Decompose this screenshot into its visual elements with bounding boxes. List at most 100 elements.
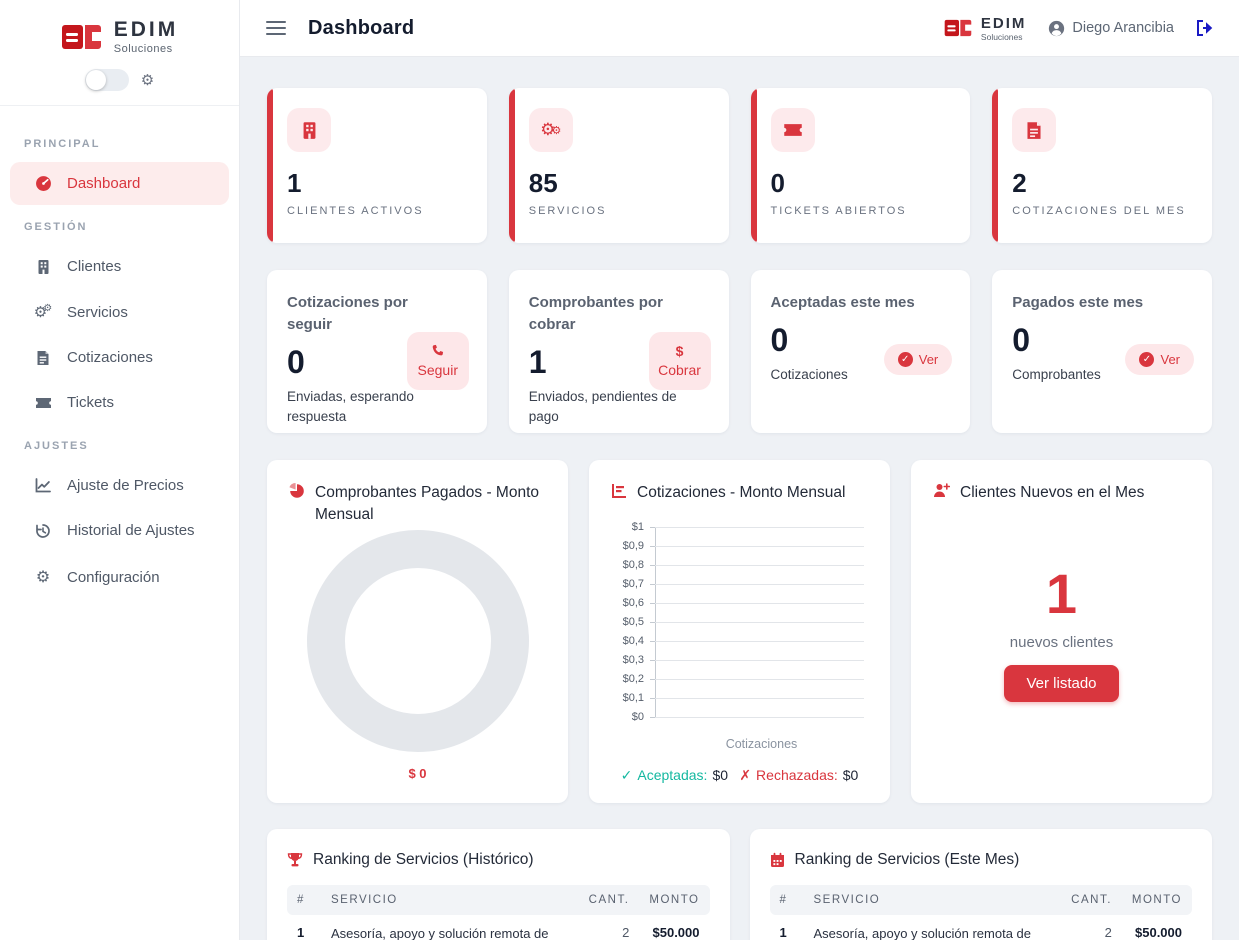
nav-section-principal: PRINCIPAL xyxy=(24,138,101,150)
chart-title: Clientes Nuevos en el Mes xyxy=(960,484,1145,501)
new-clients-value: 1 xyxy=(1045,562,1078,626)
ytick: $0,3 xyxy=(622,654,644,667)
cell-service: Asesoría, apoyo y solución remota de cor… xyxy=(813,926,1032,940)
stat-value: 1 xyxy=(287,168,302,198)
card-value: 0 xyxy=(1012,321,1031,358)
table-row: 1 Asesoría, apoyo y solución remota de c… xyxy=(287,915,710,940)
x-mark-icon: ✗ xyxy=(739,766,752,783)
col-service: SERVICIO xyxy=(321,885,578,915)
ytick: $0,5 xyxy=(622,616,644,629)
sidebar-item-ajuste-precios[interactable]: Ajuste de Precios xyxy=(10,464,229,507)
sidebar-item-cotizaciones[interactable]: Cotizaciones xyxy=(10,336,229,379)
donut-ring xyxy=(306,529,529,752)
cobrar-button[interactable]: $ Cobrar xyxy=(648,332,711,390)
sidebar-item-tickets[interactable]: Tickets xyxy=(10,381,229,424)
brand-mark-icon xyxy=(61,24,101,49)
sidebar-item-dashboard[interactable]: Dashboard xyxy=(10,162,229,205)
theme-toggle[interactable] xyxy=(84,69,129,91)
stat-label: CLIENTES ACTIVOS xyxy=(287,205,424,217)
ytick: $0,6 xyxy=(622,597,644,610)
button-label: Cobrar xyxy=(658,362,701,378)
ticket-icon xyxy=(770,108,815,152)
nav-section-gestion: GESTIÓN xyxy=(24,221,88,233)
hamburger-menu-icon[interactable] xyxy=(266,17,286,39)
new-clients-card: Clientes Nuevos en el Mes 1 nuevos clien… xyxy=(911,460,1212,803)
topbar: Dashboard EDIM Soluciones Diego Arancibi… xyxy=(240,0,1239,57)
col-cant: CANT. xyxy=(1059,885,1122,915)
main-content: 1 CLIENTES ACTIVOS ⚙ ⚙ 85 SERVICIOS 0 TIC… xyxy=(240,57,1239,940)
stat-label: TICKETS ABIERTOS xyxy=(770,205,907,217)
card-comprobantes-por-cobrar: Comprobantes por cobrar 1 Enviados, pend… xyxy=(508,270,729,433)
button-label: Ver xyxy=(1160,352,1180,367)
sidebar-item-label: Configuración xyxy=(67,568,160,586)
legend-aceptadas: ✓ Aceptadas: $0 xyxy=(620,766,729,784)
card-title: Comprobantes por cobrar xyxy=(528,294,663,333)
action-cards-row: Cotizaciones por seguir 0 Enviadas, espe… xyxy=(267,270,1212,433)
card-subtitle: Cotizaciones xyxy=(770,366,848,382)
sidebar: EDIM Soluciones ⚙ PRINCIPAL Dashboard GE… xyxy=(0,0,240,940)
seguir-button[interactable]: Seguir xyxy=(406,332,469,390)
new-clients-caption: nuevos clientes xyxy=(1009,634,1114,652)
check-circle-icon: ✓ xyxy=(1139,352,1155,367)
dollar-icon: $ xyxy=(675,343,684,359)
theme-gear-icon[interactable]: ⚙ xyxy=(140,71,155,89)
calendar-icon xyxy=(770,852,785,868)
card-pagados-este-mes: Pagados este mes 0 Comprobantes ✓ Ver xyxy=(992,270,1212,433)
chart-legend: ✓ Aceptadas: $0 ✗ Rechazadas: $0 xyxy=(611,767,868,784)
nav-section-ajustes: AJUSTES xyxy=(24,440,89,452)
check-circle-icon: ✓ xyxy=(897,352,913,367)
ver-listado-button[interactable]: Ver listado xyxy=(1004,665,1119,703)
card-subtitle: Enviadas, esperando respuesta xyxy=(287,388,414,425)
ver-cotizaciones-button[interactable]: ✓ Ver xyxy=(883,344,953,375)
sidebar-item-servicios[interactable]: ⚙ ⚙ Servicios xyxy=(10,290,229,334)
card-value: 0 xyxy=(770,321,789,358)
cell-rank: 1 xyxy=(297,925,305,940)
sidebar-item-label: Cotizaciones xyxy=(67,349,153,366)
card-title: Aceptadas este mes xyxy=(770,294,915,311)
bar-chart-plot: $1 $0,9 $0,8 $0,7 $0,6 $0,5 $0,4 $0,3 $0… xyxy=(611,518,868,751)
ticket-icon xyxy=(34,397,52,409)
building-icon xyxy=(287,108,331,152)
stat-value: 85 xyxy=(528,168,558,198)
x-axis-label: Cotizaciones xyxy=(725,736,798,751)
table-row: 1 Asesoría, apoyo y solución remota de c… xyxy=(770,915,1193,940)
col-service: SERVICIO xyxy=(803,885,1060,915)
col-monto: MONTO xyxy=(1121,885,1192,915)
toggle-knob[interactable] xyxy=(85,70,106,90)
ranking-table: # SERVICIO CANT. MONTO 1 Asesoría, apoyo… xyxy=(769,885,1193,940)
brand-subtitle: Soluciones xyxy=(980,31,1023,42)
ver-comprobantes-button[interactable]: ✓ Ver xyxy=(1125,344,1194,375)
cell-cant: 2 xyxy=(622,925,630,940)
cell-monto: $50.000 xyxy=(652,925,700,940)
stat-label: SERVICIOS xyxy=(528,205,607,217)
speedometer-icon xyxy=(34,175,52,192)
sidebar-nav: PRINCIPAL Dashboard GESTIÓN Clientes ⚙ ⚙ … xyxy=(0,106,239,600)
user-menu[interactable]: Diego Arancibia xyxy=(1048,20,1174,37)
chart-title: Comprobantes Pagados - Monto Mensual xyxy=(315,484,540,523)
sidebar-item-label: Dashboard xyxy=(67,175,141,192)
sidebar-item-clientes[interactable]: Clientes xyxy=(10,245,229,288)
table-header-row: # SERVICIO CANT. MONTO xyxy=(287,885,710,915)
chart-title: Cotizaciones - Monto Mensual xyxy=(637,484,846,501)
logout-icon[interactable] xyxy=(1196,20,1213,36)
building-icon xyxy=(34,259,52,275)
file-invoice-icon xyxy=(1012,108,1057,152)
charts-row: Comprobantes Pagados - Monto Mensual $ 0… xyxy=(267,460,1212,803)
ytick: $0,9 xyxy=(622,540,644,553)
gears-icon: ⚙ ⚙ xyxy=(33,303,53,321)
button-label: Ver xyxy=(918,352,939,367)
ytick: $0,2 xyxy=(622,673,644,686)
gears-icon: ⚙ ⚙ xyxy=(528,108,573,152)
rankings-row: Ranking de Servicios (Histórico) # SERVI… xyxy=(267,829,1212,940)
sidebar-item-historial[interactable]: Historial de Ajustes xyxy=(10,509,229,552)
cell-monto: $50.000 xyxy=(1135,925,1182,940)
check-mark-icon: ✓ xyxy=(620,766,633,783)
stat-card-tickets: 0 TICKETS ABIERTOS xyxy=(750,88,971,243)
history-icon xyxy=(34,523,52,539)
sidebar-item-configuracion[interactable]: ⚙ Configuración xyxy=(10,554,229,600)
ranking-este-mes-card: Ranking de Servicios (Este Mes) # SERVIC… xyxy=(749,829,1212,940)
brand-logo: EDIM Soluciones xyxy=(0,18,239,55)
sidebar-item-label: Ajuste de Precios xyxy=(67,477,184,494)
sidebar-item-label: Clientes xyxy=(67,258,122,275)
pie-chart-icon xyxy=(289,483,305,499)
